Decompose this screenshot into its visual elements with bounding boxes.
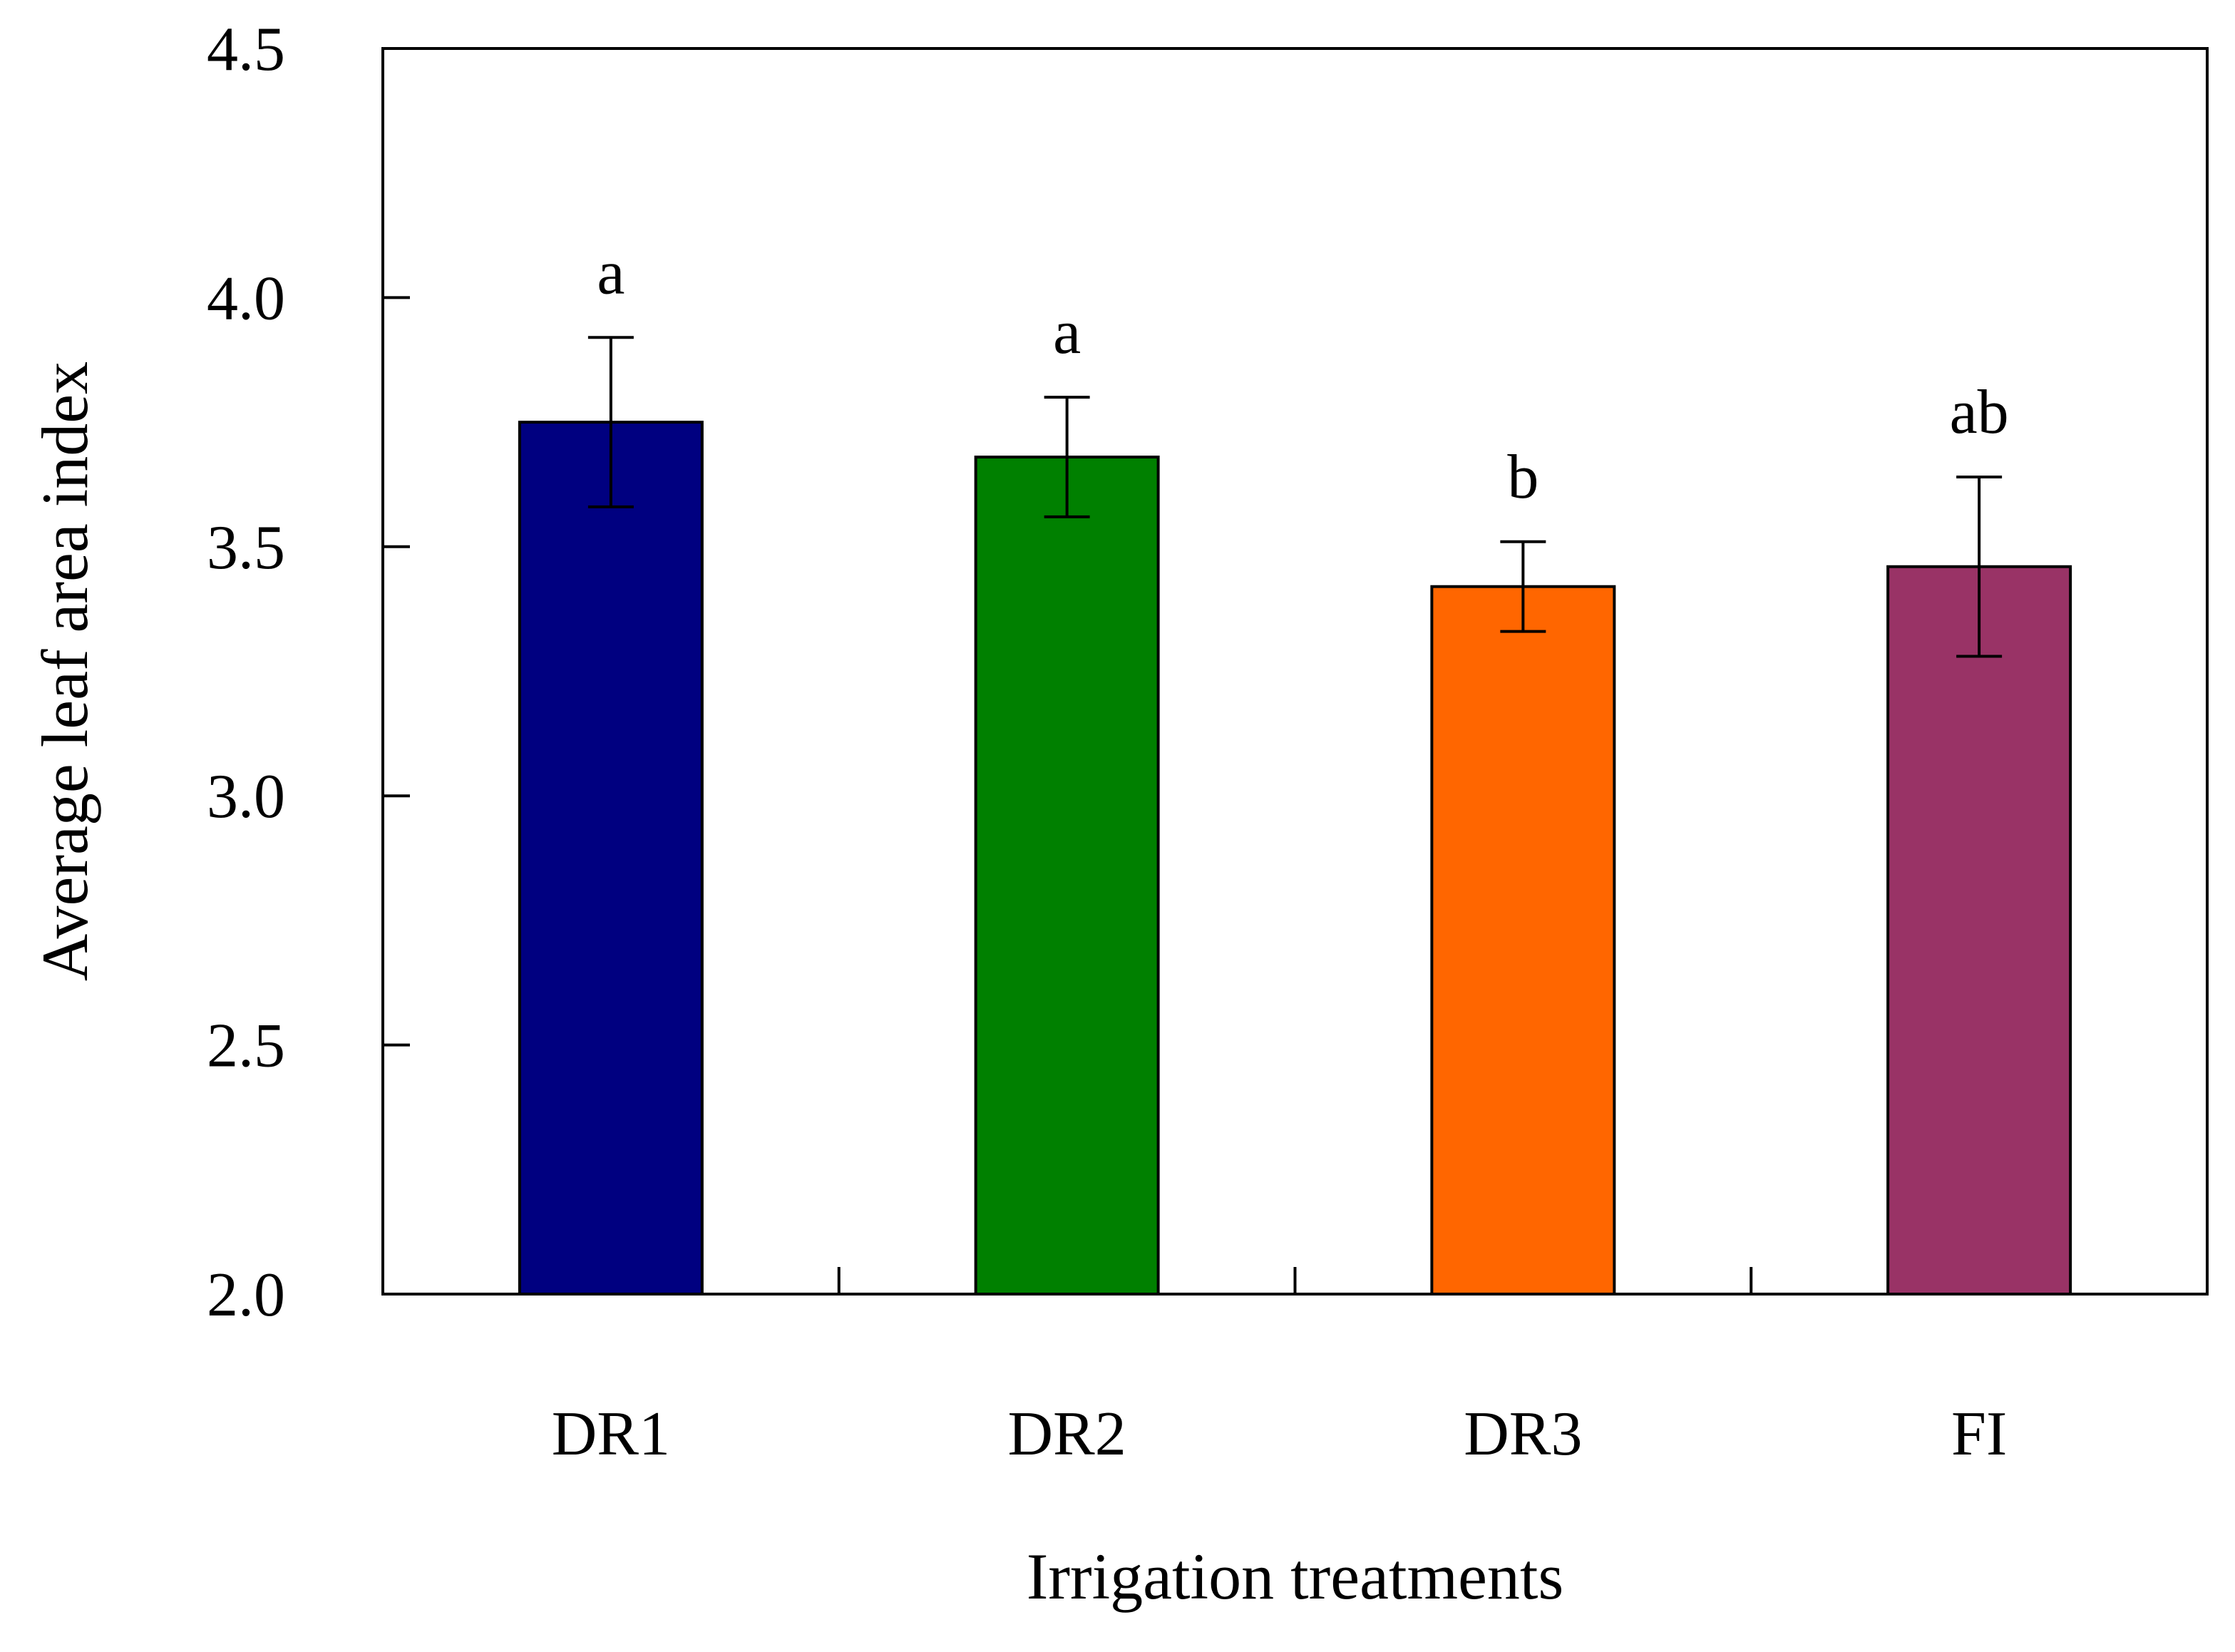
y-tick-label: 2.5: [207, 1012, 285, 1081]
y-axis-title: Average leaf area index: [29, 361, 101, 981]
y-axis-ticks: 2.0 2.5 3.0 3.5 4.0 4.5: [207, 15, 410, 1330]
significance-label-dr2: a: [1053, 298, 1081, 367]
y-tick-label: 2.0: [207, 1261, 285, 1330]
significance-label-fi: ab: [1950, 378, 2009, 447]
y-tick-label: 3.5: [207, 513, 285, 583]
error-bar-dr3: [1500, 540, 1546, 633]
x-tick-label-dr2: DR2: [1008, 1400, 1126, 1469]
bars-layer: [518, 421, 2072, 1296]
significance-label-dr1: a: [597, 238, 625, 307]
bar-dr3: [1430, 585, 1616, 1296]
bar-dr2: [974, 456, 1160, 1296]
x-axis-category-labels: DR1 DR2 DR3 FI: [552, 1400, 2008, 1469]
significance-label-dr3: b: [1507, 443, 1538, 512]
x-tick-label-dr1: DR1: [552, 1400, 670, 1469]
x-tick-label-dr3: DR3: [1464, 1400, 1582, 1469]
y-tick-label: 4.0: [207, 264, 285, 333]
x-tick-label-fi: FI: [1951, 1400, 2007, 1469]
x-axis-title: Irrigation treatments: [1027, 1540, 1564, 1613]
bar-dr1: [518, 421, 704, 1296]
error-bar-dr2: [1044, 396, 1090, 518]
bar-fi: [1886, 565, 2072, 1296]
error-bar-dr1: [587, 336, 634, 508]
y-tick-label: 3.0: [207, 762, 285, 831]
error-bars-layer: [587, 336, 2003, 658]
y-tick-label: 4.5: [207, 15, 285, 84]
x-axis-ticks: [837, 1267, 1753, 1294]
error-bar-fi: [1956, 475, 2003, 658]
